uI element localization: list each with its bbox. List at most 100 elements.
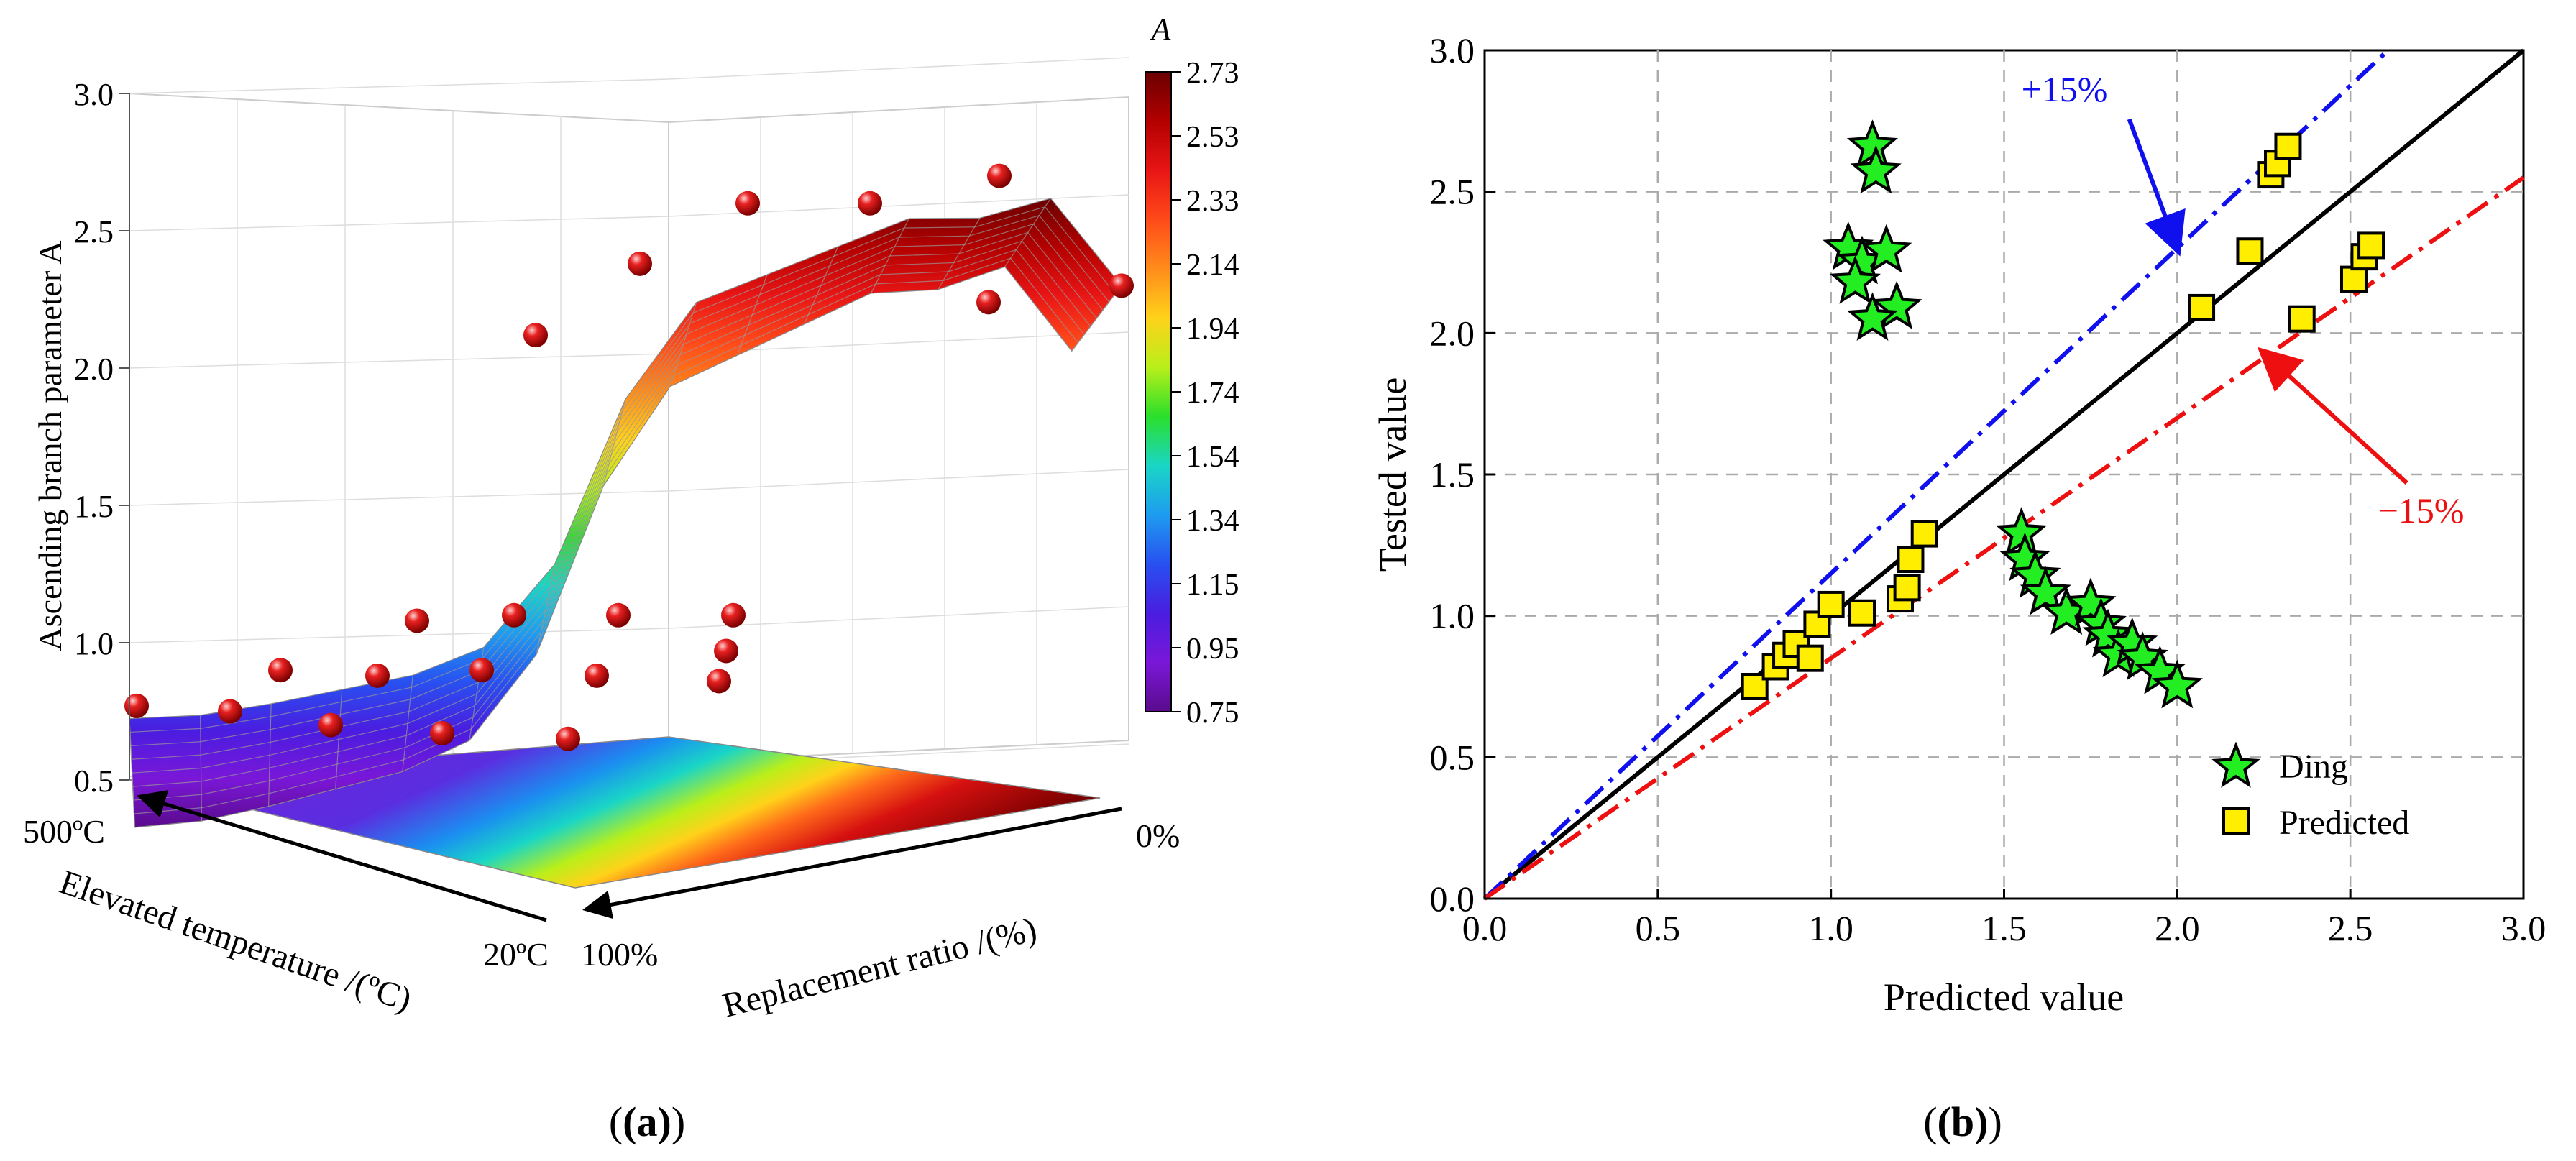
colorbar-tick-label: 1.54 bbox=[1186, 441, 1239, 474]
reference-lines bbox=[1482, 48, 2525, 901]
ding-marker bbox=[2151, 659, 2203, 709]
x-tick-label: 3.0 bbox=[2501, 908, 2547, 948]
x-tick-label: 1.0 bbox=[1808, 908, 1853, 948]
z-tick-label: 1.0 bbox=[74, 626, 114, 661]
ding-marker bbox=[2065, 577, 2117, 627]
x-tick-label: 0.0 bbox=[1462, 908, 1508, 948]
colorbar-tick-label: 1.74 bbox=[1186, 377, 1239, 410]
panel-a-letter: (a) bbox=[623, 1098, 671, 1145]
y-tick-label: 0.5 bbox=[1430, 737, 1475, 777]
panel-a-label: ((a)) bbox=[609, 1098, 685, 1145]
data-sphere bbox=[735, 191, 760, 216]
annotation-label: −15% bbox=[2378, 490, 2465, 531]
annotation-label: +15% bbox=[2022, 69, 2108, 109]
y-tick-label: 2.0 bbox=[1430, 313, 1475, 353]
y-axis-label: Replacement ratio /(%) bbox=[719, 910, 1040, 1025]
y-tick-label: 1.0 bbox=[1430, 596, 1475, 636]
data-sphere bbox=[124, 693, 149, 718]
data-sphere bbox=[218, 699, 242, 724]
x-tick-label: 2.0 bbox=[2155, 908, 2200, 948]
data-sphere bbox=[556, 726, 580, 751]
legend-ding-label: Ding bbox=[2279, 748, 2348, 786]
y-tick-0: 0% bbox=[1136, 817, 1180, 854]
predicted-marker bbox=[1897, 546, 1925, 573]
annotation-arrow bbox=[2257, 347, 2408, 485]
colorbar-tick-label: 2.53 bbox=[1186, 121, 1239, 154]
data-sphere bbox=[976, 290, 1001, 315]
data-sphere bbox=[1109, 273, 1134, 298]
colorbar-title: A bbox=[1150, 12, 1172, 47]
panel-b-letter: (b) bbox=[1938, 1098, 1989, 1145]
reference-line bbox=[1483, 175, 2525, 901]
predicted-marker bbox=[1848, 599, 1876, 627]
predicted-marker bbox=[1893, 574, 1921, 602]
legend-predicted-label: Predicted bbox=[2279, 804, 2409, 842]
annotations: +15% −15% bbox=[2022, 69, 2465, 531]
z-tick-label: 2.0 bbox=[74, 352, 114, 387]
data-sphere bbox=[858, 191, 882, 216]
data-sphere bbox=[707, 669, 731, 694]
predicted-marker bbox=[2236, 237, 2264, 265]
legend: Ding Predicted bbox=[2211, 741, 2409, 842]
colorbar-tick-label: 0.95 bbox=[1186, 633, 1239, 666]
reference-line bbox=[1482, 48, 2390, 901]
panel-b-label: ((b)) bbox=[1923, 1098, 2002, 1145]
mesh-line bbox=[132, 231, 1097, 774]
data-sphere bbox=[628, 251, 652, 276]
data-sphere bbox=[430, 721, 454, 746]
predicted-marker bbox=[2188, 293, 2216, 321]
y-axis-arrow bbox=[582, 807, 1122, 919]
x-axis-label: Elevated temperature /(ºC) bbox=[55, 863, 416, 1019]
predicted-marker bbox=[1817, 590, 1845, 618]
predicted-marker bbox=[1782, 630, 1810, 658]
x-tick-label: 0.5 bbox=[1636, 908, 1681, 948]
x-tick-500: 500ºC bbox=[23, 813, 105, 850]
x-tick-20: 20ºC bbox=[483, 936, 549, 973]
data-sphere bbox=[469, 658, 494, 683]
colorbar-tick-label: 1.34 bbox=[1186, 505, 1239, 538]
wall-gridline bbox=[668, 606, 1129, 629]
colorbar-ticks: 2.73 2.53 2.33 2.14 1.94 1.74 1.54 1.34 1.15 0.95… bbox=[1171, 57, 1239, 730]
annotation-arrow bbox=[2127, 118, 2186, 257]
wall-gridline bbox=[129, 78, 669, 94]
z-axis-ticks: 0.5 1.0 1.5 2.0 2.5 3.0 bbox=[74, 77, 129, 799]
x-axis-arrow bbox=[137, 790, 547, 922]
mesh-line bbox=[131, 223, 1104, 760]
wall-gridline bbox=[129, 216, 669, 231]
wall-gridline bbox=[129, 490, 669, 506]
colorbar-tick-label: 2.33 bbox=[1186, 185, 1239, 218]
predicted-marker bbox=[1741, 673, 1769, 700]
x-axis-label-b: Predicted value bbox=[1884, 976, 2124, 1019]
ding-marker bbox=[1871, 280, 1922, 330]
data-sphere bbox=[585, 663, 609, 688]
wall-gridline bbox=[129, 353, 669, 369]
colorbar-tick-label: 1.15 bbox=[1186, 569, 1239, 602]
data-sphere bbox=[523, 323, 548, 348]
y-tick-label: 2.5 bbox=[1430, 172, 1475, 212]
ding-marker bbox=[1861, 224, 1912, 273]
ding-marker bbox=[2082, 608, 2134, 658]
scatter-chart: 0.0 0.5 1.0 1.5 2.0 2.5 3.0 0.0 0.5 1.0 1.5 2.0 2.5 3… bbox=[1371, 30, 2546, 1145]
mesh-line bbox=[134, 257, 1078, 814]
data-sphere bbox=[365, 663, 390, 688]
data-spheres bbox=[124, 163, 1134, 751]
data-sphere bbox=[721, 602, 746, 628]
predicted-marker bbox=[2288, 305, 2316, 333]
predicted-marker bbox=[1796, 644, 1824, 672]
colorbar-tick-label: 1.94 bbox=[1186, 313, 1239, 346]
mesh-line bbox=[133, 249, 1085, 801]
axis-ticks: 0.0 0.5 1.0 1.5 2.0 2.5 3.0 0.0 0.5 1.0 1.5 2.0 2.5 3… bbox=[1430, 30, 2547, 948]
x-tick-label: 1.5 bbox=[1981, 908, 2027, 948]
data-sphere bbox=[606, 602, 631, 628]
colorbar bbox=[1145, 71, 1172, 712]
y-tick-label: 0.0 bbox=[1430, 878, 1475, 919]
surface-chart: 0.5 1.0 1.5 2.0 2.5 3.0 Ascending branch para… bbox=[23, 12, 1239, 1145]
mesh-line bbox=[130, 214, 1110, 746]
z-tick-label: 2.5 bbox=[74, 214, 114, 249]
predicted-marker bbox=[2274, 132, 2302, 160]
predicted-marker bbox=[2339, 265, 2368, 293]
predicted-marker bbox=[1910, 520, 1938, 548]
y-tick-label: 1.5 bbox=[1430, 454, 1475, 495]
z-axis-label: Ascending branch parameter A bbox=[32, 241, 68, 651]
legend-ding-marker bbox=[2211, 741, 2260, 788]
